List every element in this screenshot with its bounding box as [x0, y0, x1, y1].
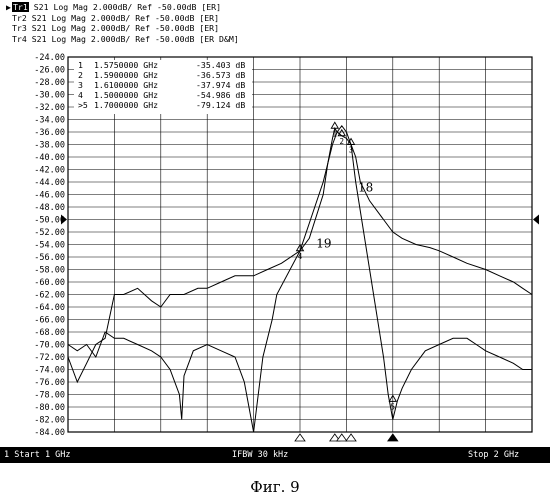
- y-tick-label: -30.00: [34, 91, 65, 101]
- y-tick-label: -34.00: [34, 116, 65, 126]
- y-tick-label: -24.00: [34, 53, 65, 63]
- y-tick-label: -82.00: [34, 416, 65, 426]
- marker-table-value: -35.403 dB: [196, 60, 245, 70]
- y-tick-label: -58.00: [34, 266, 65, 276]
- y-tick-label: -32.00: [34, 103, 65, 113]
- status-ifbw: IFBW 30 kHz: [232, 447, 288, 463]
- status-stop: Stop 2 GHz: [468, 447, 519, 463]
- y-tick-label: -66.00: [34, 316, 65, 326]
- y-tick-label: -80.00: [34, 403, 65, 413]
- marker-table-freq: 1.5000000 GHz: [94, 90, 158, 100]
- chart: -24.00 -26.00 -28.00 -30.00 -32.00 -34.00 -36.…: [0, 0, 550, 447]
- y-tick-label: -62.00: [34, 291, 65, 301]
- axis-marker-icon: [295, 434, 305, 441]
- y-tick-label: -56.00: [34, 253, 65, 263]
- axis-marker-icon: [346, 434, 356, 441]
- y-tick-label: -74.00: [34, 366, 65, 376]
- marker-triangle-icon: [331, 122, 338, 128]
- marker-label: 2: [340, 137, 345, 146]
- y-tick-label: -68.00: [34, 328, 65, 338]
- marker-label: 5: [391, 402, 396, 411]
- status-start: 1 Start 1 GHz: [4, 447, 71, 463]
- status-bar: 1 Start 1 GHz IFBW 30 kHz Stop 2 GHz: [0, 447, 550, 463]
- marker-label: 3: [349, 146, 354, 155]
- y-tick-label: -38.00: [34, 141, 65, 151]
- marker-table-index: >5: [78, 100, 88, 110]
- marker-triangle-icon: [338, 130, 345, 136]
- marker-table-value: -36.573 dB: [196, 70, 245, 80]
- y-tick-label: -36.00: [34, 128, 65, 138]
- y-tick-label: -52.00: [34, 228, 65, 238]
- y-tick-label: -60.00: [34, 278, 65, 288]
- y-tick-label: -28.00: [34, 78, 65, 88]
- marker-table-value: -37.974 dB: [196, 80, 245, 90]
- axis-marker-icon: [337, 434, 347, 441]
- figure-caption: Фиг. 9: [0, 478, 550, 496]
- curve-annotation: 18: [358, 180, 373, 194]
- marker-table-freq: 1.6100000 GHz: [94, 80, 158, 90]
- curve-annotation: 19: [316, 237, 331, 251]
- y-tick-label: -84.00: [34, 428, 65, 438]
- marker-table-index: 2: [78, 70, 83, 80]
- y-tick-label: -64.00: [34, 303, 65, 313]
- y-tick-label: -26.00: [34, 66, 65, 76]
- y-tick-label: -40.00: [34, 153, 65, 163]
- axis-marker-icon: [388, 434, 398, 441]
- y-tick-label: -46.00: [34, 191, 65, 201]
- marker-label: 1: [333, 129, 338, 138]
- ref-level-right-icon: [533, 215, 539, 225]
- marker-label: 4: [298, 252, 303, 261]
- y-tick-label: -70.00: [34, 341, 65, 351]
- y-tick-label: -72.00: [34, 353, 65, 363]
- y-tick-label: -50.00: [34, 216, 65, 226]
- y-tick-label: -42.00: [34, 166, 65, 176]
- marker-table-value: -79.124 dB: [196, 100, 245, 110]
- marker-table-freq: 1.5750000 GHz: [94, 60, 158, 70]
- y-tick-label: -48.00: [34, 203, 65, 213]
- marker-table-value: -54.986 dB: [196, 90, 245, 100]
- y-tick-label: -78.00: [34, 391, 65, 401]
- y-tick-label: -76.00: [34, 378, 65, 388]
- y-tick-label: -54.00: [34, 241, 65, 251]
- marker-table-freq: 1.7000000 GHz: [94, 100, 158, 110]
- marker-table-index: 1: [78, 60, 83, 70]
- marker-table-index: 4: [78, 90, 83, 100]
- y-tick-label: -44.00: [34, 178, 65, 188]
- marker-table-index: 3: [78, 80, 83, 90]
- marker-table-freq: 1.5900000 GHz: [94, 70, 158, 80]
